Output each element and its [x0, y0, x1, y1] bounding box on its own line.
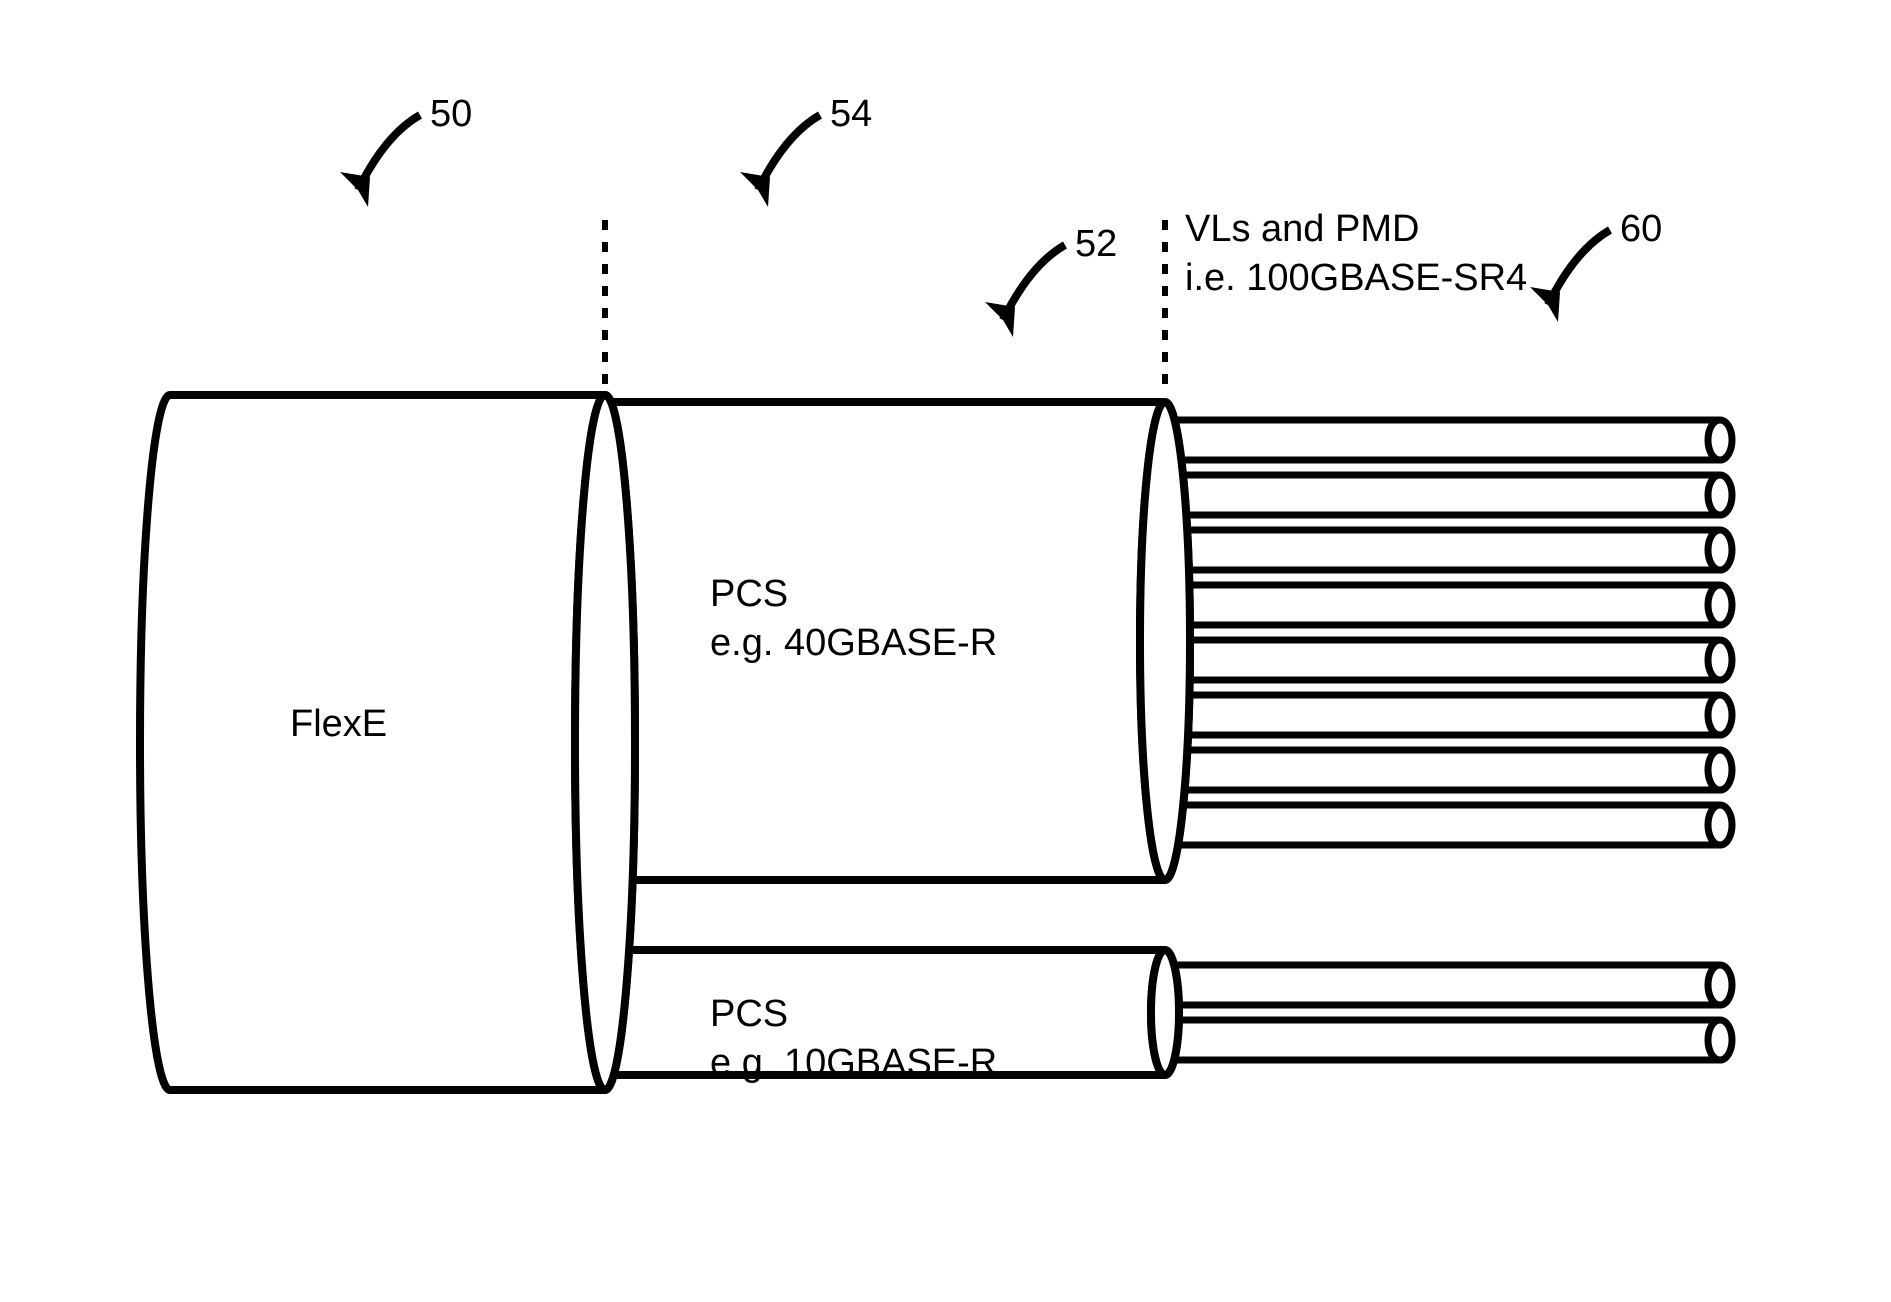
pcs-bot-line2: e.g. 10GBASE-R [710, 1042, 997, 1084]
lane-top-4 [1165, 585, 1732, 625]
lane-top-1 [1165, 420, 1732, 460]
lane-bot-2 [1165, 1020, 1732, 1060]
lane-top-6 [1165, 695, 1732, 735]
lanes-top-group [1165, 420, 1732, 845]
ref-arrow-60 [1530, 230, 1610, 322]
lane-top-7 [1165, 750, 1732, 790]
lane-top-3 [1165, 530, 1732, 570]
ref-arrow-52 [985, 245, 1065, 337]
lane-top-5 [1165, 640, 1732, 680]
flexe-cylinder [140, 395, 635, 1090]
pcs-top-label: PCS e.g. 40GBASE-R [710, 570, 997, 669]
vls-line2: i.e. 100GBASE-SR4 [1185, 257, 1527, 299]
ref-54-label: 54 [830, 90, 872, 139]
flexe-label: FlexE [290, 700, 387, 749]
pcs-top-line2: e.g. 40GBASE-R [710, 622, 997, 664]
pcs-bot-right-face [1151, 950, 1179, 1075]
ref-50-label: 50 [430, 90, 472, 139]
pcs-bot-label: PCS e.g. 10GBASE-R [710, 990, 997, 1089]
vls-line1: VLs and PMD [1185, 208, 1419, 250]
ref-arrow-50 [340, 115, 420, 207]
lanes-bottom-group [1165, 965, 1732, 1060]
vls-label: VLs and PMD i.e. 100GBASE-SR4 [1185, 205, 1527, 304]
ref-52-label: 52 [1075, 220, 1117, 269]
pcs-top-line1: PCS [710, 573, 788, 615]
ref-60-label: 60 [1620, 205, 1662, 254]
lane-top-8 [1165, 805, 1732, 845]
ref-arrow-54 [740, 115, 820, 207]
flexe-right-face [575, 395, 635, 1090]
lane-top-2 [1165, 475, 1732, 515]
pcs-bot-line1: PCS [710, 993, 788, 1035]
pcs-top-right-face [1140, 402, 1190, 880]
lane-bot-1 [1165, 965, 1732, 1005]
